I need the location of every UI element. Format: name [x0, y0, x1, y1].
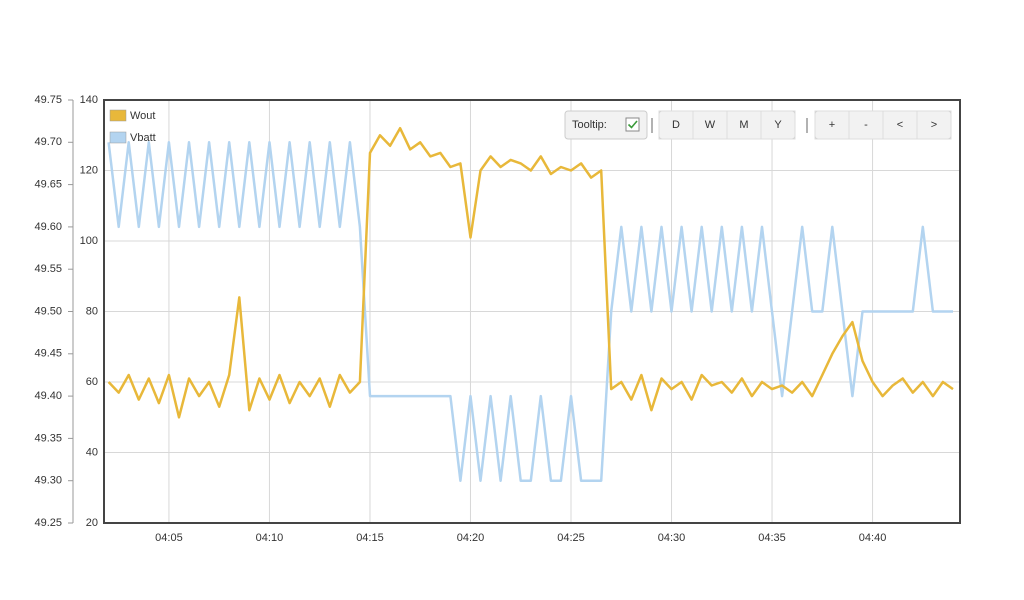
y-tick-label: 140 — [80, 94, 98, 106]
toolbar-button-label: Y — [774, 119, 782, 131]
toolbar-button-label: W — [705, 119, 716, 131]
y2-tick-label: 49.50 — [34, 305, 62, 317]
x-tick-label: 04:40 — [859, 532, 887, 544]
x-tick-label: 04:20 — [457, 532, 485, 544]
y-tick-label: 40 — [86, 446, 98, 458]
legend-swatch — [109, 131, 127, 144]
tooltip-checkbox[interactable] — [625, 117, 640, 132]
checkmark — [627, 120, 638, 129]
y-tick-label: 60 — [86, 376, 98, 388]
toolbar-button-label: > — [931, 119, 937, 131]
x-tick-label: 04:15 — [356, 532, 384, 544]
y-tick-label: 20 — [86, 517, 98, 529]
toolbar-button-label: M — [739, 119, 748, 131]
y-tick-label: 80 — [86, 305, 98, 317]
toolbar-button-label: + — [829, 119, 835, 131]
y2-tick-label: 49.45 — [34, 348, 62, 360]
y2-tick-label: 49.55 — [34, 263, 62, 275]
tooltip-label: Tooltip: — [572, 119, 607, 131]
y2-tick-label: 49.70 — [34, 136, 62, 148]
toolbar-button[interactable] — [760, 110, 796, 140]
y2-tick-label: 49.30 — [34, 475, 62, 487]
legend-label: Wout — [130, 110, 155, 122]
y2-tick-label: 49.60 — [34, 221, 62, 233]
y2-tick-label: 49.65 — [34, 179, 62, 191]
toolbar-button-label: D — [672, 119, 680, 131]
x-tick-label: 04:05 — [155, 532, 183, 544]
toolbar-button[interactable] — [916, 110, 952, 140]
toolbar-button-label: - — [864, 119, 868, 131]
y2-tick-label: 49.75 — [34, 94, 62, 106]
toolbar-button-label: < — [897, 119, 903, 131]
y2-tick-label: 49.35 — [34, 432, 62, 444]
x-tick-label: 04:35 — [758, 532, 786, 544]
y-tick-label: 120 — [80, 164, 98, 176]
y-tick-label: 100 — [80, 235, 98, 247]
y2-tick-label: 49.25 — [34, 517, 62, 529]
x-tick-label: 04:10 — [256, 532, 284, 544]
legend-label: Vbatt — [130, 132, 156, 144]
y2-tick-label: 49.40 — [34, 390, 62, 402]
x-tick-label: 04:25 — [557, 532, 585, 544]
series-line — [107, 126, 954, 419]
legend-swatch — [109, 109, 127, 122]
series-line — [107, 141, 953, 482]
x-tick-label: 04:30 — [658, 532, 686, 544]
plot-frame — [103, 99, 961, 524]
